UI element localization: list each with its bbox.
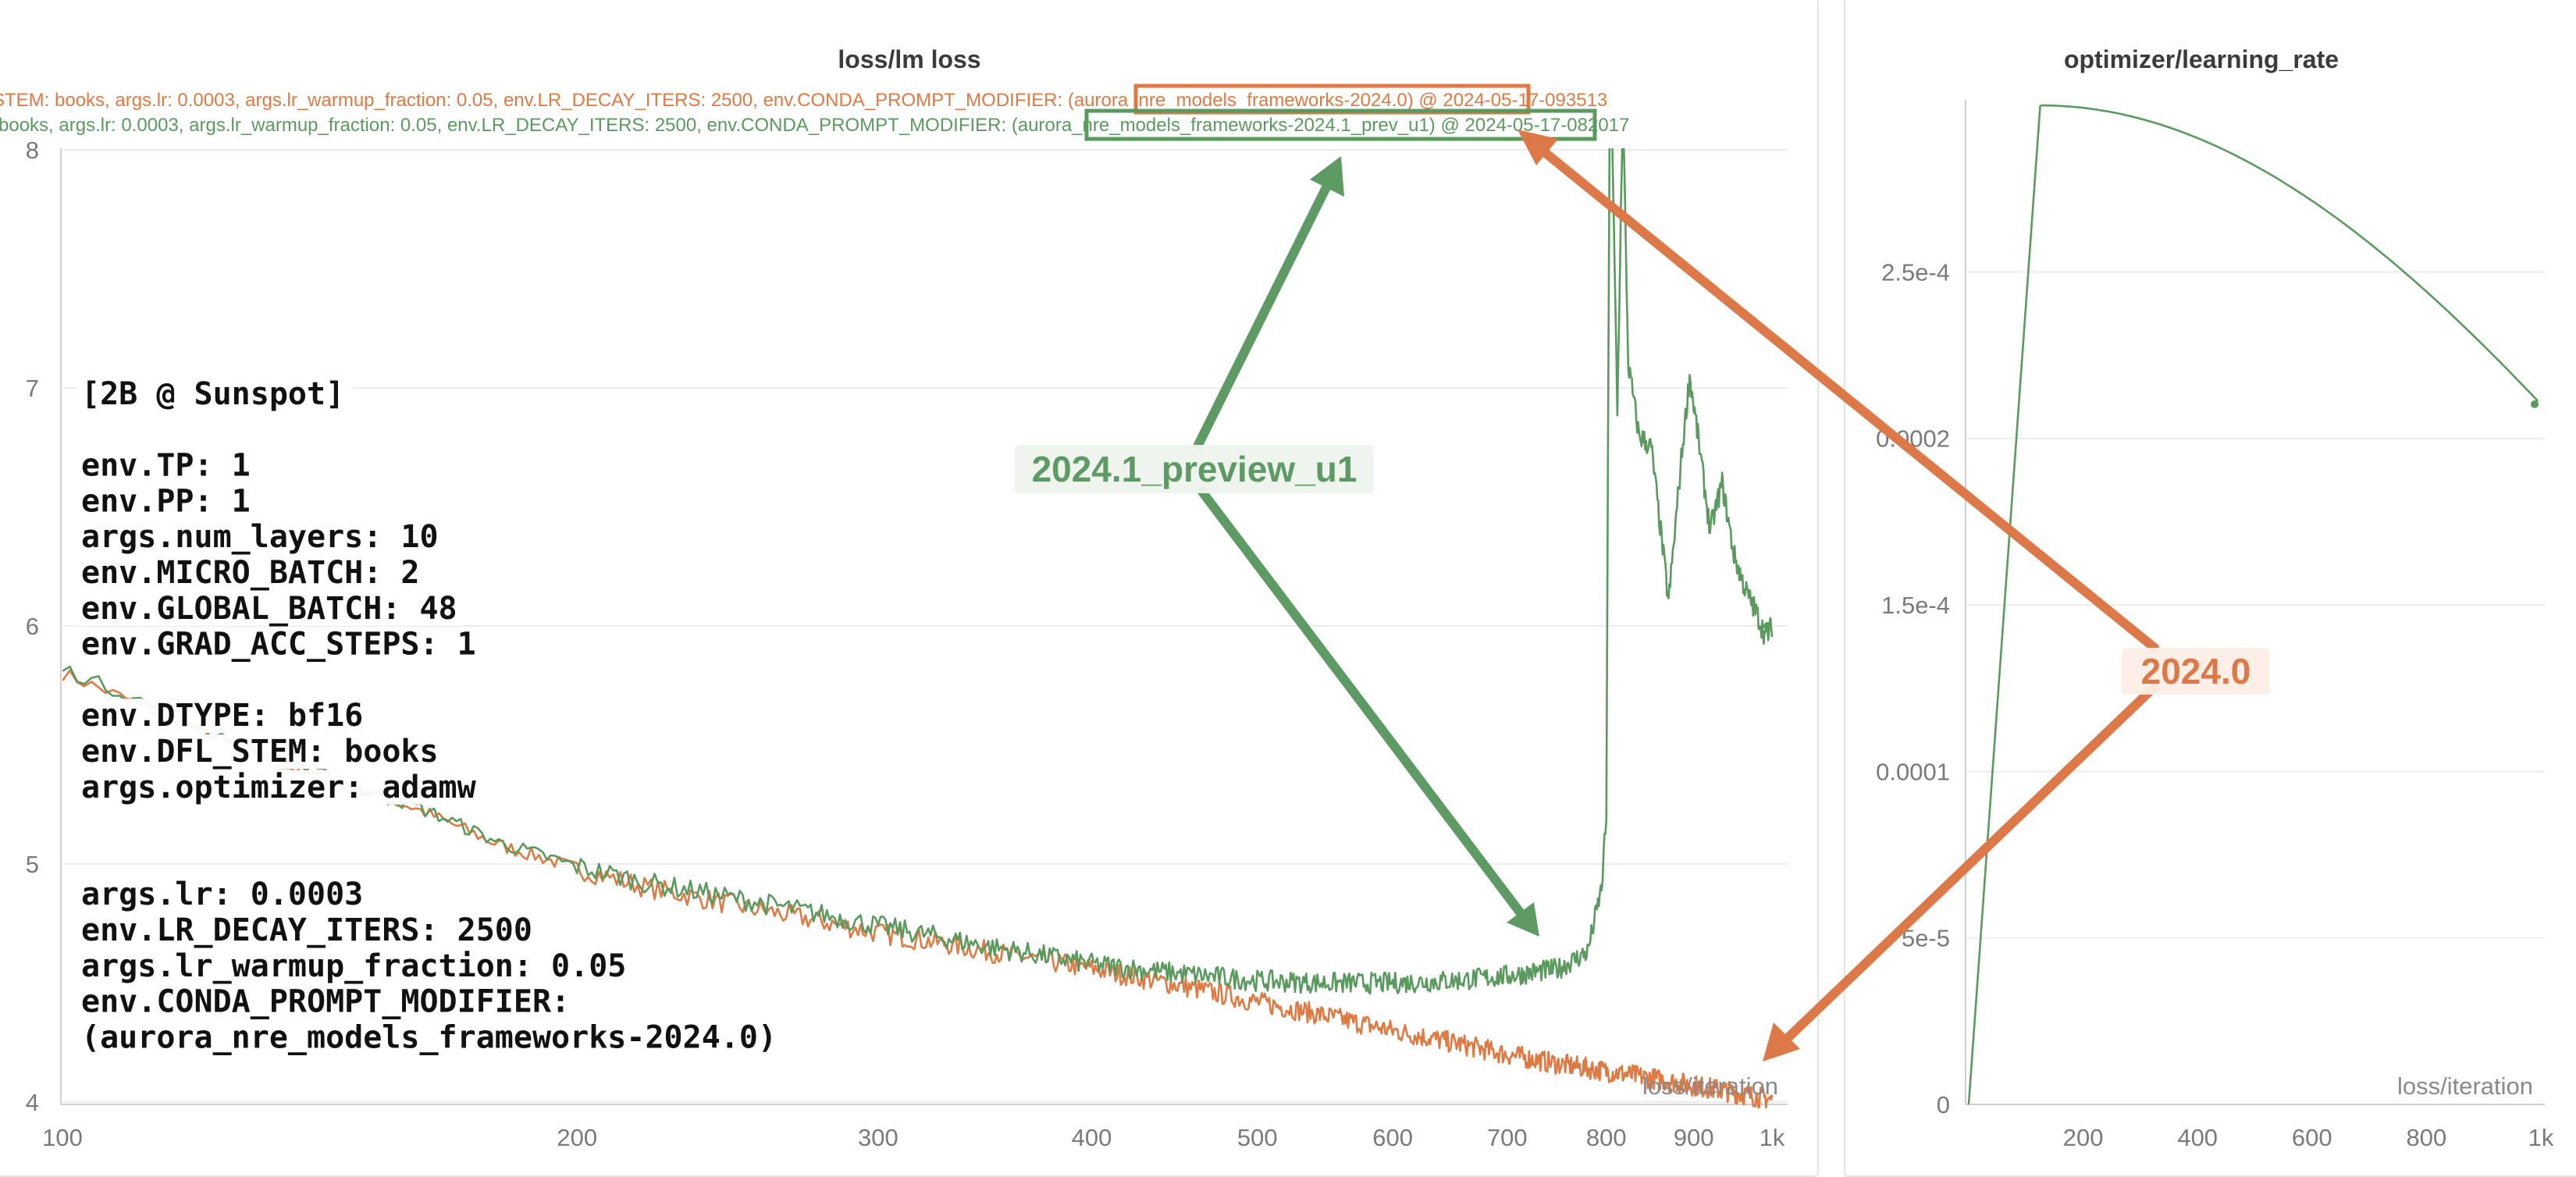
loss-x-tick-label: 900 bbox=[1674, 1124, 1714, 1151]
lr-series-end-point bbox=[2531, 400, 2539, 408]
lr-y-tick-label: 1.5e-4 bbox=[1881, 592, 1950, 619]
green-annotation-label: 2024.1_preview_u1 bbox=[1032, 449, 1357, 489]
loss-x-tick-label: 600 bbox=[1372, 1124, 1413, 1151]
config-line: args.lr: 0.0003 bbox=[81, 877, 363, 912]
lr-x-tick-label: 600 bbox=[2292, 1124, 2332, 1151]
arrowhead-orange-up bbox=[1517, 130, 1558, 165]
loss-x-tick-label: 300 bbox=[858, 1124, 898, 1151]
config-line: args.num_layers: 10 bbox=[81, 519, 439, 555]
config-line-bg bbox=[76, 877, 371, 912]
orange-label-bg bbox=[2122, 648, 2270, 695]
config-line: env.CONDA_PROMPT_MODIFIER: bbox=[81, 984, 570, 1020]
legend-green-boxed: (aurora_nre_models_frameworks-2024.1_pre… bbox=[1012, 115, 1398, 136]
loss-y-tick-label: 8 bbox=[26, 137, 39, 164]
lr-chart-title: optimizer/learning_rate bbox=[2063, 45, 2339, 73]
loss-y-tick-label: 7 bbox=[26, 375, 39, 402]
config-line-bg bbox=[76, 591, 465, 626]
loss-x-tick-label: 200 bbox=[557, 1124, 597, 1151]
lr-series bbox=[1967, 104, 2539, 1105]
lr-x-axis-label: loss/iteration bbox=[2397, 1072, 2533, 1100]
config-line-bg bbox=[76, 520, 447, 555]
orange-annotation-arrows bbox=[1517, 130, 2159, 1061]
legend-orange-boxed: (aurora_nre_models_frameworks-2024.0) bbox=[1068, 90, 1414, 111]
legend-orange: STEM: books, args.lr: 0.0003, args.lr_wa… bbox=[0, 90, 1607, 111]
lr-y-tick-label: 2.5e-4 bbox=[1881, 258, 1950, 286]
config-line-bg bbox=[76, 484, 258, 519]
config-line: (aurora_nre_models_frameworks-2024.0) bbox=[81, 1019, 777, 1055]
config-line-bg bbox=[76, 984, 579, 1019]
lr-x-tick-label: 200 bbox=[2063, 1124, 2104, 1151]
loss-series-2024-1-preview bbox=[62, 148, 1774, 995]
config-line: env.DTYPE: bf16 bbox=[81, 698, 363, 734]
loss-x-axis-label: loss/iteration bbox=[1642, 1072, 1778, 1100]
arrowhead-orange-down bbox=[1763, 1022, 1800, 1061]
config-line-bg bbox=[76, 377, 352, 411]
lr-series bbox=[1967, 104, 2539, 1105]
legend-green: books, args.lr: 0.0003, args.lr_warmup_f… bbox=[0, 115, 1629, 136]
loss-x-tick-label: 1k bbox=[1759, 1124, 1785, 1151]
config-line: [2B @ Sunspot] bbox=[81, 376, 344, 412]
config-line-bg bbox=[76, 770, 485, 805]
loss-y-tick-label: 6 bbox=[26, 613, 39, 640]
config-line-bg bbox=[76, 913, 541, 948]
config-line-bg bbox=[76, 627, 485, 662]
loss-tick-labels: 4 5 6 7 8 100 200 300 400 500 600 700 800 900 1k bbox=[26, 137, 1785, 1151]
config-line-bg bbox=[76, 699, 371, 734]
lr-y-tick-label: 0 bbox=[1937, 1091, 1950, 1118]
lr-x-tick-label: 400 bbox=[2177, 1124, 2218, 1151]
config-line: env.MICRO_BATCH: 2 bbox=[81, 555, 419, 591]
arrowhead-down bbox=[1507, 902, 1539, 937]
loss-x-tick-label: 500 bbox=[1237, 1124, 1278, 1151]
config-line: env.GRAD_ACC_STEPS: 1 bbox=[81, 627, 476, 663]
green-label-bg bbox=[1015, 445, 1374, 493]
loss-x-tick-label: 400 bbox=[1072, 1124, 1112, 1151]
loss-x-tick-label: 100 bbox=[42, 1124, 83, 1151]
orange-annotation-label: 2024.0 bbox=[2141, 651, 2251, 692]
lr-x-tick-label: 1k bbox=[2528, 1124, 2554, 1151]
config-line: args.lr_warmup_fraction: 0.05 bbox=[81, 948, 626, 984]
config-line-bg bbox=[76, 556, 428, 590]
config-line-bg bbox=[76, 448, 258, 483]
config-line: env.DFL_STEM: books bbox=[81, 734, 439, 770]
config-line: env.PP: 1 bbox=[81, 483, 251, 519]
loss-x-tick-label: 700 bbox=[1487, 1124, 1528, 1151]
legend-green-highlight-box bbox=[1084, 108, 1597, 141]
config-line: env.GLOBAL_BATCH: 48 bbox=[81, 591, 457, 627]
loss-chart-title: loss/lm loss bbox=[838, 45, 981, 73]
config-line: env.LR_DECAY_ITERS: 2500 bbox=[81, 912, 532, 948]
loss-y-tick-label: 5 bbox=[26, 851, 39, 878]
loss-series bbox=[62, 148, 1774, 1108]
loss-x-tick-label: 800 bbox=[1586, 1124, 1627, 1151]
loss-series-2024-0 bbox=[62, 669, 1774, 1108]
config-line: args.optimizer: adamw bbox=[81, 770, 477, 805]
config-line-bg bbox=[76, 1020, 787, 1055]
lr-x-tick-label: 800 bbox=[2407, 1124, 2447, 1151]
config-line-bg bbox=[76, 948, 635, 983]
config-line-bg bbox=[76, 734, 447, 769]
loss-y-tick-label: 4 bbox=[26, 1089, 39, 1116]
arrowhead-up bbox=[1310, 156, 1344, 197]
lr-y-tick-label: 0.0001 bbox=[1876, 758, 1950, 785]
config-line: env.TP: 1 bbox=[81, 448, 251, 484]
green-annotation-arrows bbox=[1194, 156, 1539, 937]
loss-series-end-point bbox=[1763, 622, 1771, 630]
lr-y-tick-label: 5e-5 bbox=[1902, 925, 1950, 952]
